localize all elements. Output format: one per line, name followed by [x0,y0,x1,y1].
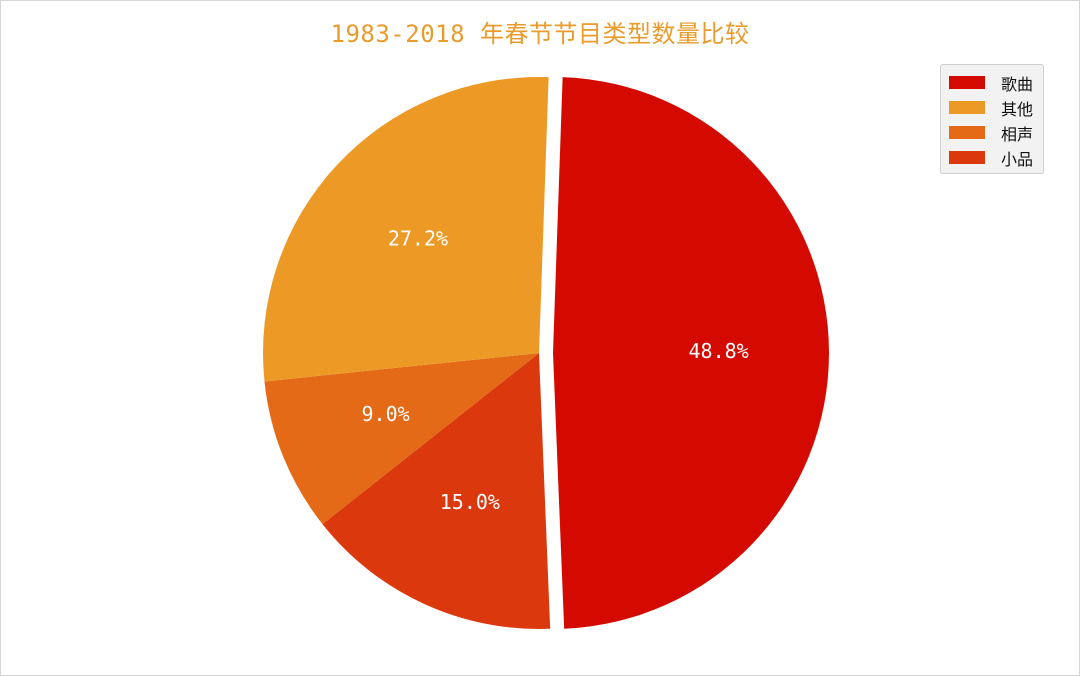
chart-title: 1983-2018 年春节节目类型数量比较 [330,20,750,48]
pie-slice-2 [322,353,551,629]
legend-item-1: 歌曲 [949,70,1043,95]
legend-label: 其他 [1001,99,1034,119]
slice-label-4: 27.2% [388,226,448,250]
legend-swatch [949,126,985,139]
legend-swatch [949,101,985,114]
slice-label-1: 48.8% [688,339,748,363]
slice-label-3: 9.0% [362,402,410,426]
pie-slice-3 [264,353,539,525]
legend-swatch [949,76,985,89]
legend: 歌曲 其他 相声 小品 [940,64,1044,174]
pie-slice-4 [263,77,549,382]
legend-label: 相声 [1001,124,1034,144]
legend-item-3: 相声 [949,120,1043,145]
legend-label: 小品 [1001,149,1034,169]
legend-swatch [949,151,985,164]
legend-label: 歌曲 [1001,74,1034,94]
pie-slices [263,77,830,629]
legend-item-4: 小品 [949,145,1043,170]
legend-item-2: 其他 [949,95,1043,120]
slice-label-2: 15.0% [440,490,500,514]
legend-items: 歌曲 其他 相声 小品 [949,70,1043,170]
pie-slice-1 [552,77,830,629]
pie-labels: 48.8% 15.0% 9.0% 27.2% [362,226,749,513]
